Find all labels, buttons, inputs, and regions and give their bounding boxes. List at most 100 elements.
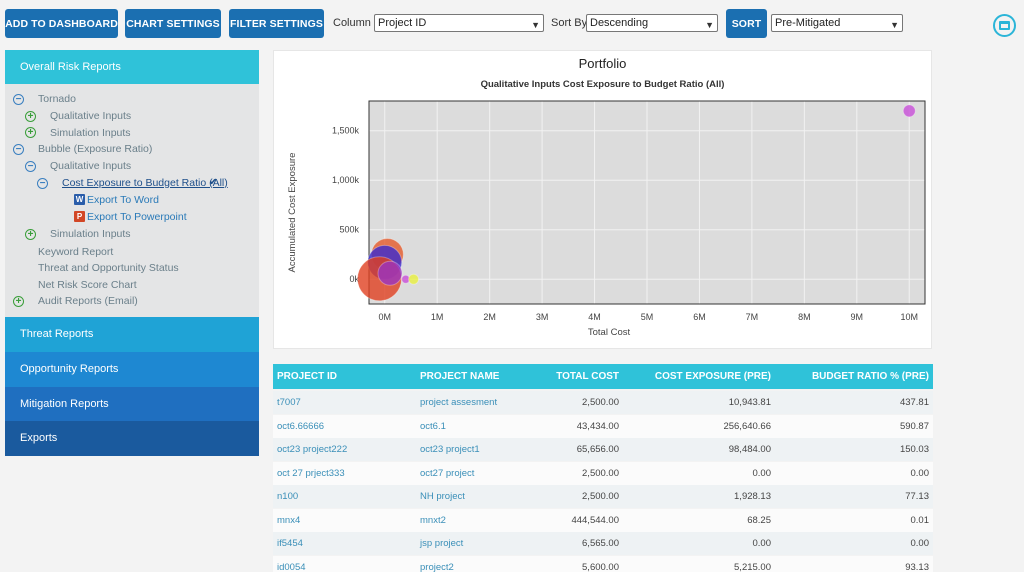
- cell-budget-ratio: 150.03: [899, 444, 929, 455]
- tree-item-tornado-simulation[interactable]: Simulation Inputs: [50, 127, 131, 139]
- expand-icon[interactable]: +: [25, 111, 36, 122]
- table-row: mnx4 mnxt2 444,544.00 68.25 0.01: [273, 508, 933, 532]
- header-project-id[interactable]: PROJECT ID: [277, 371, 338, 382]
- tree-item-threat-opportunity[interactable]: Threat and Opportunity Status: [38, 262, 179, 274]
- cell-project-id[interactable]: if5454: [277, 538, 303, 549]
- x-tick-label: 4M: [588, 312, 601, 322]
- cell-cost-exposure: 10,943.81: [728, 397, 771, 408]
- table-row: oct 27 prject333 oct27 project 2,500.00 0.0…: [273, 461, 933, 485]
- y-tick-label: 1,500k: [332, 126, 360, 136]
- section-mitigation-reports[interactable]: Mitigation Reports: [5, 387, 259, 422]
- export-to-word-link[interactable]: Export To Word: [87, 194, 159, 206]
- x-tick-label: 9M: [851, 312, 864, 322]
- x-tick-label: 5M: [641, 312, 654, 322]
- cell-project-name[interactable]: project2: [420, 561, 454, 572]
- chart-panel: Portfolio Qualitative Inputs Cost Exposu…: [273, 50, 932, 349]
- cell-project-id[interactable]: n100: [277, 491, 299, 502]
- cell-project-name[interactable]: mnxt2: [420, 514, 446, 526]
- cell-project-id[interactable]: oct23 project222: [277, 444, 348, 455]
- window-icon[interactable]: [993, 14, 1016, 37]
- column-select[interactable]: Project ID ▼: [374, 14, 544, 32]
- cell-project-id[interactable]: t7007: [277, 397, 301, 408]
- chart-subtitle: Qualitative Inputs Cost Exposure to Budg…: [480, 79, 725, 90]
- cell-project-id[interactable]: oct6.66666: [277, 420, 325, 432]
- cell-budget-ratio: 0.00: [910, 467, 930, 479]
- tree-item-tornado-qualitative[interactable]: Qualitative Inputs: [50, 110, 132, 122]
- chevron-down-icon: ▼: [531, 20, 540, 30]
- cell-budget-ratio: 590.87: [899, 420, 929, 432]
- column-label: Column :: [333, 17, 378, 29]
- header-budget-ratio[interactable]: BUDGET RATIO % (PRE): [811, 371, 929, 382]
- cell-total-cost: 65,656.00: [576, 444, 619, 455]
- cell-budget-ratio: 0.00: [910, 538, 930, 549]
- chart-settings-button[interactable]: CHART SETTINGS: [125, 9, 221, 38]
- chart-title: Portfolio: [578, 56, 627, 71]
- expand-icon[interactable]: +: [25, 229, 36, 240]
- cell-project-name[interactable]: jsp project: [420, 538, 464, 549]
- collapse-icon[interactable]: −: [37, 178, 48, 189]
- check-icon: ✔: [209, 177, 218, 188]
- cell-project-id[interactable]: oct 27 prject333: [277, 467, 345, 479]
- filter-settings-button[interactable]: FILTER SETTINGS: [229, 9, 324, 38]
- sidebar-header-overall-risk-reports[interactable]: Overall Risk Reports: [5, 50, 259, 84]
- expand-icon[interactable]: +: [25, 127, 36, 138]
- y-axis-label: Accumulated Cost Exposure: [287, 153, 298, 273]
- tree-item-audit[interactable]: Audit Reports (Email): [38, 295, 138, 307]
- header-cost-exposure[interactable]: COST EXPOSURE (PRE): [654, 371, 771, 382]
- cell-project-name[interactable]: oct6.1: [420, 420, 446, 432]
- x-tick-label: 10M: [901, 312, 919, 322]
- cell-cost-exposure: 0.00: [752, 538, 772, 549]
- cell-project-name[interactable]: oct23 project1: [420, 444, 480, 455]
- sidebar: Overall Risk Reports − Tornado + Qualita…: [5, 50, 259, 456]
- column-select-value: Project ID: [378, 17, 427, 29]
- x-tick-label: 6M: [693, 312, 706, 322]
- section-threat-reports[interactable]: Threat Reports: [5, 317, 259, 352]
- cell-total-cost: 6,565.00: [582, 538, 619, 549]
- y-tick-label: 0k: [349, 274, 359, 284]
- collapse-icon[interactable]: −: [25, 161, 36, 172]
- cell-budget-ratio: 0.01: [910, 514, 930, 526]
- bubble-point: [408, 273, 420, 285]
- mitigation-select[interactable]: Pre-Mitigated ▼: [771, 14, 903, 32]
- cell-total-cost: 2,500.00: [582, 397, 619, 408]
- cell-cost-exposure: 0.00: [752, 467, 772, 479]
- collapse-icon[interactable]: −: [13, 144, 24, 155]
- cell-project-name[interactable]: oct27 project: [420, 467, 475, 479]
- cell-cost-exposure: 5,215.00: [734, 561, 771, 572]
- section-opportunity-reports[interactable]: Opportunity Reports: [5, 352, 259, 387]
- section-exports[interactable]: Exports: [5, 421, 259, 456]
- x-tick-label: 8M: [798, 312, 811, 322]
- table-row: id0054 project2 5,600.00 5,215.00 93.13: [273, 555, 933, 572]
- tree-item-net-risk[interactable]: Net Risk Score Chart: [38, 279, 137, 291]
- expand-icon[interactable]: +: [13, 296, 24, 307]
- sort-by-select[interactable]: Descending ▼: [586, 14, 718, 32]
- tree-item-bubble[interactable]: Bubble (Exposure Ratio): [38, 143, 153, 155]
- cell-project-name[interactable]: project assesment: [420, 397, 498, 408]
- x-tick-label: 1M: [431, 312, 444, 322]
- cell-budget-ratio: 437.81: [899, 397, 929, 408]
- bubble-point: [377, 260, 403, 286]
- header-total-cost[interactable]: TOTAL COST: [556, 371, 619, 382]
- cell-project-id[interactable]: mnx4: [277, 514, 301, 526]
- header-project-name[interactable]: PROJECT NAME: [420, 371, 500, 382]
- tree-item-cost-exposure[interactable]: Cost Exposure to Budget Ratio (All): [62, 177, 228, 189]
- table-row: oct23 project222 oct23 project1 65,656.00 9…: [273, 438, 933, 461]
- bubble-point: [902, 104, 916, 118]
- plot-border: [368, 100, 926, 305]
- table-row: n100 NH project 2,500.00 1,928.13 77.13: [273, 485, 933, 508]
- cell-project-name[interactable]: NH project: [420, 491, 465, 502]
- tree-item-bubble-simulation[interactable]: Simulation Inputs: [50, 228, 131, 240]
- cell-project-id[interactable]: id0054: [277, 561, 306, 572]
- x-tick-label: 3M: [536, 312, 549, 322]
- y-tick-label: 500k: [339, 225, 359, 235]
- sort-button[interactable]: SORT: [726, 9, 767, 38]
- cell-cost-exposure: 256,640.66: [723, 420, 771, 432]
- add-to-dashboard-button[interactable]: ADD TO DASHBOARD: [5, 9, 118, 38]
- export-to-powerpoint-link[interactable]: Export To Powerpoint: [87, 211, 187, 223]
- powerpoint-icon: P: [74, 211, 85, 222]
- collapse-icon[interactable]: −: [13, 94, 24, 105]
- tree-item-keyword[interactable]: Keyword Report: [38, 246, 114, 258]
- cell-total-cost: 2,500.00: [582, 491, 619, 502]
- tree-item-tornado[interactable]: Tornado: [38, 93, 76, 105]
- tree-item-bubble-qualitative[interactable]: Qualitative Inputs: [50, 160, 132, 172]
